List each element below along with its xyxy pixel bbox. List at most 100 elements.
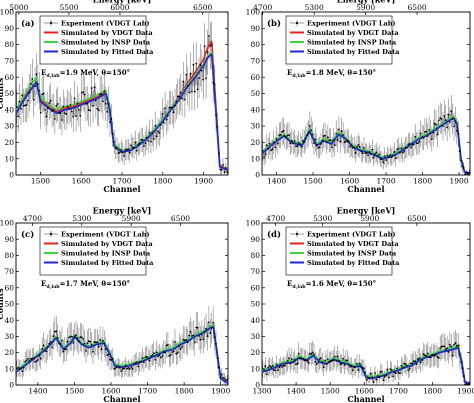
experiment-point — [44, 349, 46, 352]
experiment-point — [158, 353, 161, 356]
experiment-point — [375, 378, 378, 381]
experiment-point — [24, 360, 27, 363]
experiment-point — [179, 91, 182, 94]
experiment-point — [358, 146, 361, 148]
x-tick-label: 1400 — [287, 387, 306, 396]
y-tick-label: 50 — [4, 89, 14, 98]
experiment-point — [209, 332, 212, 335]
experiment-point — [414, 360, 417, 363]
x-tick-label: 1600 — [355, 387, 374, 396]
experiment-point — [104, 348, 107, 351]
experiment-point — [374, 372, 376, 374]
experiment-point — [324, 134, 326, 137]
experiment-point — [322, 366, 325, 369]
experiment-point — [403, 150, 406, 153]
experiment-point — [440, 345, 443, 348]
y-tick-label: 70 — [250, 57, 260, 66]
experiment-point — [467, 383, 469, 385]
experiment-point — [66, 340, 69, 343]
experiment-point — [222, 376, 224, 379]
experiment-point — [178, 344, 181, 347]
experiment-point — [374, 153, 376, 155]
experiment-point — [127, 148, 130, 151]
experiment-point — [219, 376, 222, 379]
y-tick-label: 30 — [250, 332, 260, 341]
experiment-point — [457, 344, 460, 347]
experiment-point — [393, 151, 396, 153]
experiment-point — [264, 365, 267, 367]
y-tick-label: 60 — [4, 73, 14, 82]
experiment-point — [365, 152, 368, 154]
experiment-point — [307, 132, 310, 135]
experiment-point — [151, 131, 154, 134]
experiment-point — [42, 92, 45, 95]
experiment-point — [272, 141, 275, 144]
experiment-point — [342, 134, 345, 136]
y-tick-label: 90 — [4, 235, 14, 244]
experiment-point — [18, 367, 21, 370]
experiment-point — [182, 338, 185, 341]
legend: Experiment (VDGT Lab) Simulated by VDGT D… — [39, 15, 154, 65]
experiment-point — [215, 114, 217, 117]
experiment-point — [465, 172, 468, 174]
experiment-point — [113, 368, 116, 370]
experiment-point — [421, 359, 424, 362]
experiment-point — [49, 99, 52, 102]
experiment-point — [407, 143, 410, 146]
experiment-point — [116, 147, 118, 150]
experiment-point — [399, 151, 401, 154]
experiment-point — [418, 140, 421, 143]
legend-entry: Experiment (VDGT Lab) — [307, 230, 395, 238]
experiment-point — [31, 357, 34, 360]
experiment-point — [82, 90, 85, 93]
y-tick-label: 10 — [250, 154, 260, 163]
experiment-point — [397, 147, 400, 150]
experiment-point — [432, 131, 435, 134]
experiment-point — [417, 142, 419, 145]
y-axis-title: Counts — [0, 77, 5, 109]
experiment-point — [191, 90, 193, 93]
experiment-point — [271, 365, 274, 367]
experiment-point — [274, 146, 277, 149]
y-tick-label: 60 — [250, 73, 260, 82]
experiment-point — [45, 350, 48, 353]
experiment-point — [443, 115, 446, 117]
top-x-tick-label: 4700 — [253, 3, 272, 12]
experiment-point — [53, 330, 56, 333]
experiment-point — [185, 73, 188, 76]
experiment-point — [168, 106, 171, 109]
experiment-point — [299, 143, 302, 146]
experiment-point — [25, 104, 28, 107]
experiment-point — [75, 334, 77, 337]
experiment-point — [226, 171, 228, 174]
experiment-point — [314, 138, 317, 141]
experiment-point — [150, 355, 152, 358]
experiment-point — [38, 354, 41, 357]
experiment-point — [28, 360, 31, 362]
experiment-point — [161, 355, 164, 358]
experiment-point — [467, 173, 469, 175]
experiment-point — [297, 141, 300, 144]
experiment-point — [195, 62, 198, 65]
experiment-point — [162, 121, 165, 124]
experiment-point — [340, 130, 343, 133]
experiment-point — [354, 152, 357, 154]
experiment-point — [453, 125, 455, 128]
panel-label: (c) — [21, 229, 34, 240]
legend-entry: Simulated by VDGT Data — [61, 29, 153, 37]
experiment-point — [286, 360, 289, 362]
experiment-point — [281, 130, 284, 133]
experiment-point — [379, 158, 382, 160]
y-tick-label: 60 — [4, 283, 14, 292]
experiment-point — [27, 99, 29, 102]
experiment-point — [344, 140, 347, 143]
top-axis-title: Energy [keV] — [337, 206, 396, 216]
experiment-point — [188, 91, 191, 94]
experiment-point — [282, 130, 285, 132]
experiment-point — [283, 135, 286, 137]
series-line-insp — [16, 324, 228, 385]
experiment-point — [357, 144, 360, 146]
experiment-point — [329, 139, 332, 142]
experiment-point — [410, 146, 412, 149]
top-x-tick-label: 5500 — [59, 3, 78, 12]
